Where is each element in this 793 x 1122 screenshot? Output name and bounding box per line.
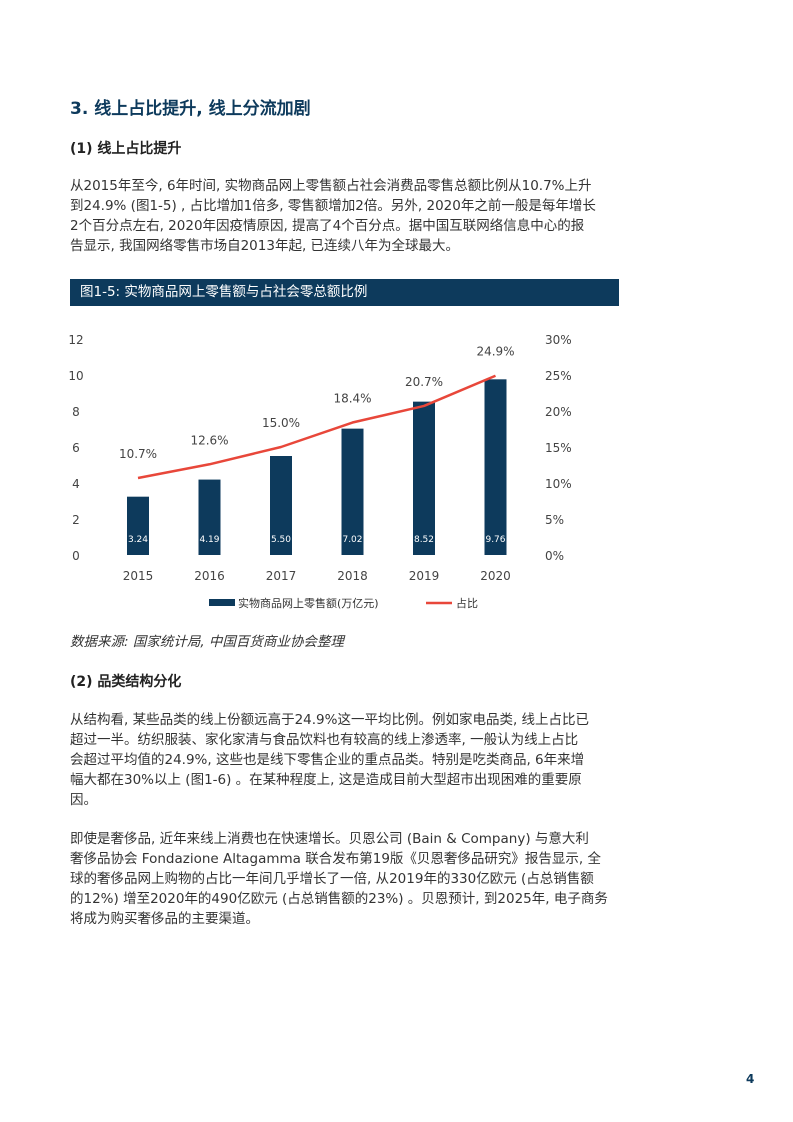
x-tick-label: 2017 [266, 569, 297, 583]
y-left-tick-label: 6 [72, 441, 80, 455]
line-data-label: 24.9% [476, 345, 514, 359]
paragraph-1: 从2015年至今, 6年时间, 实物商品网上零售额占社会消费品零售总额比例从10… [70, 176, 650, 256]
share-line [137, 374, 496, 480]
y-left-tick-label: 8 [72, 405, 80, 419]
line-data-label: 10.7% [119, 447, 157, 461]
legend-line-label: 占比 [456, 596, 478, 610]
y-right-tick-label: 5% [545, 513, 564, 527]
y-left-tick-label: 0 [72, 549, 80, 563]
text-line: 因。 [70, 792, 97, 808]
bar-data-label: 7.02 [342, 535, 362, 545]
paragraph-3: 即使是奢侈品, 近年来线上消费也在快速增长。贝恩公司 (Bain & Compa… [70, 829, 650, 929]
x-tick-label: 2019 [409, 569, 440, 583]
bar-data-label: 8.52 [414, 535, 434, 545]
text-line: 告显示, 我国网络零售市场自2013年起, 已连续八年为全球最大。 [70, 238, 460, 254]
y-left-tick-label: 10 [68, 369, 83, 383]
text-line: 到24.9% (图1-5) , 占比增加1倍多, 零售额增加2倍。另外, 202… [70, 198, 596, 214]
y-right-tick-label: 20% [545, 405, 572, 419]
text-line: 将成为购买奢侈品的主要渠道。 [70, 911, 259, 927]
y-right-tick-label: 30% [545, 333, 572, 347]
bar [198, 479, 221, 555]
line-data-label: 20.7% [405, 375, 443, 389]
legend-bar-swatch [209, 599, 235, 606]
subsection-heading-2: (2) 品类结构分化 [70, 674, 182, 690]
text-line: 幅大都在30%以上 (图1-6) 。在某种程度上, 这是造成目前大型超市出现困难… [70, 772, 582, 788]
text-line: 2个百分点左右, 2020年因疫情原因, 提高了4个百分点。据中国互联网络信息中… [70, 218, 585, 234]
line-data-label: 12.6% [190, 433, 228, 447]
text-line: 的12%) 增至2020年的490亿欧元 (占总销售额的23%) 。贝恩预计, … [70, 891, 608, 907]
x-tick-label: 2015 [123, 569, 154, 583]
y-left-tick-label: 2 [72, 513, 80, 527]
line-data-label: 15.0% [262, 416, 300, 430]
text-line: 从结构看, 某些品类的线上份额远高于24.9%这一平均比例。例如家电品类, 线上… [70, 712, 590, 728]
y-right-tick-label: 10% [545, 477, 572, 491]
paragraph-2: 从结构看, 某些品类的线上份额远高于24.9%这一平均比例。例如家电品类, 线上… [70, 710, 650, 810]
y-right-tick-label: 0% [545, 549, 564, 563]
source-note: 数据来源: 国家统计局, 中国百货商业协会整理 [70, 634, 344, 650]
bar-data-label: 3.24 [128, 535, 148, 545]
x-tick-label: 2016 [194, 569, 225, 583]
bar-data-label: 9.76 [485, 535, 505, 545]
legend-bar-label: 实物商品网上零售额(万亿元) [238, 596, 379, 610]
text-line: 奢侈品协会 Fondazione Altagamma 联合发布第19版《贝恩奢侈… [70, 851, 602, 867]
line-data-label: 18.4% [333, 392, 371, 406]
bar [127, 496, 149, 555]
text-line: 超过一半。纺织服装、家化家清与食品饮料也有较高的线上渗透率, 一般认为线上占比 [70, 732, 579, 748]
subsection-heading-1: (1) 线上占比提升 [70, 141, 182, 157]
bar [413, 401, 435, 555]
text-line: 从2015年至今, 6年时间, 实物商品网上零售额占社会消费品零售总额比例从10… [70, 178, 592, 194]
x-tick-label: 2018 [337, 569, 368, 583]
y-right-tick-label: 25% [545, 369, 572, 383]
text-line: 球的奢侈品网上购物的占比一年间几乎增长了一倍, 从2019年的330亿欧元 (占… [70, 871, 594, 887]
bar [484, 379, 507, 555]
y-right-tick-label: 15% [545, 441, 572, 455]
bar-data-label: 5.50 [271, 535, 291, 545]
section-title: 3. 线上占比提升, 线上分流加剧 [70, 99, 311, 119]
text-line: 即使是奢侈品, 近年来线上消费也在快速增长。贝恩公司 (Bain & Compa… [70, 831, 589, 847]
y-left-tick-label: 12 [68, 333, 83, 347]
bar [341, 428, 364, 555]
page-number: 4 [746, 1072, 755, 1086]
figure-caption: 图1-5: 实物商品网上零售额与占社会零总额比例 [70, 279, 619, 306]
bar [270, 456, 292, 555]
x-tick-label: 2020 [480, 569, 511, 583]
chart: 0 2 4 6 8 10 12 0% 5% 10% 15% 20% 25% 30% 2015 3.24 2016… [68, 333, 572, 610]
bar-data-label: 4.19 [199, 535, 219, 545]
text-line: 会超过平均值的24.9%, 这些也是线下零售企业的重点品类。特别是吃类商品, 6… [70, 752, 585, 768]
y-left-tick-label: 4 [72, 477, 80, 491]
